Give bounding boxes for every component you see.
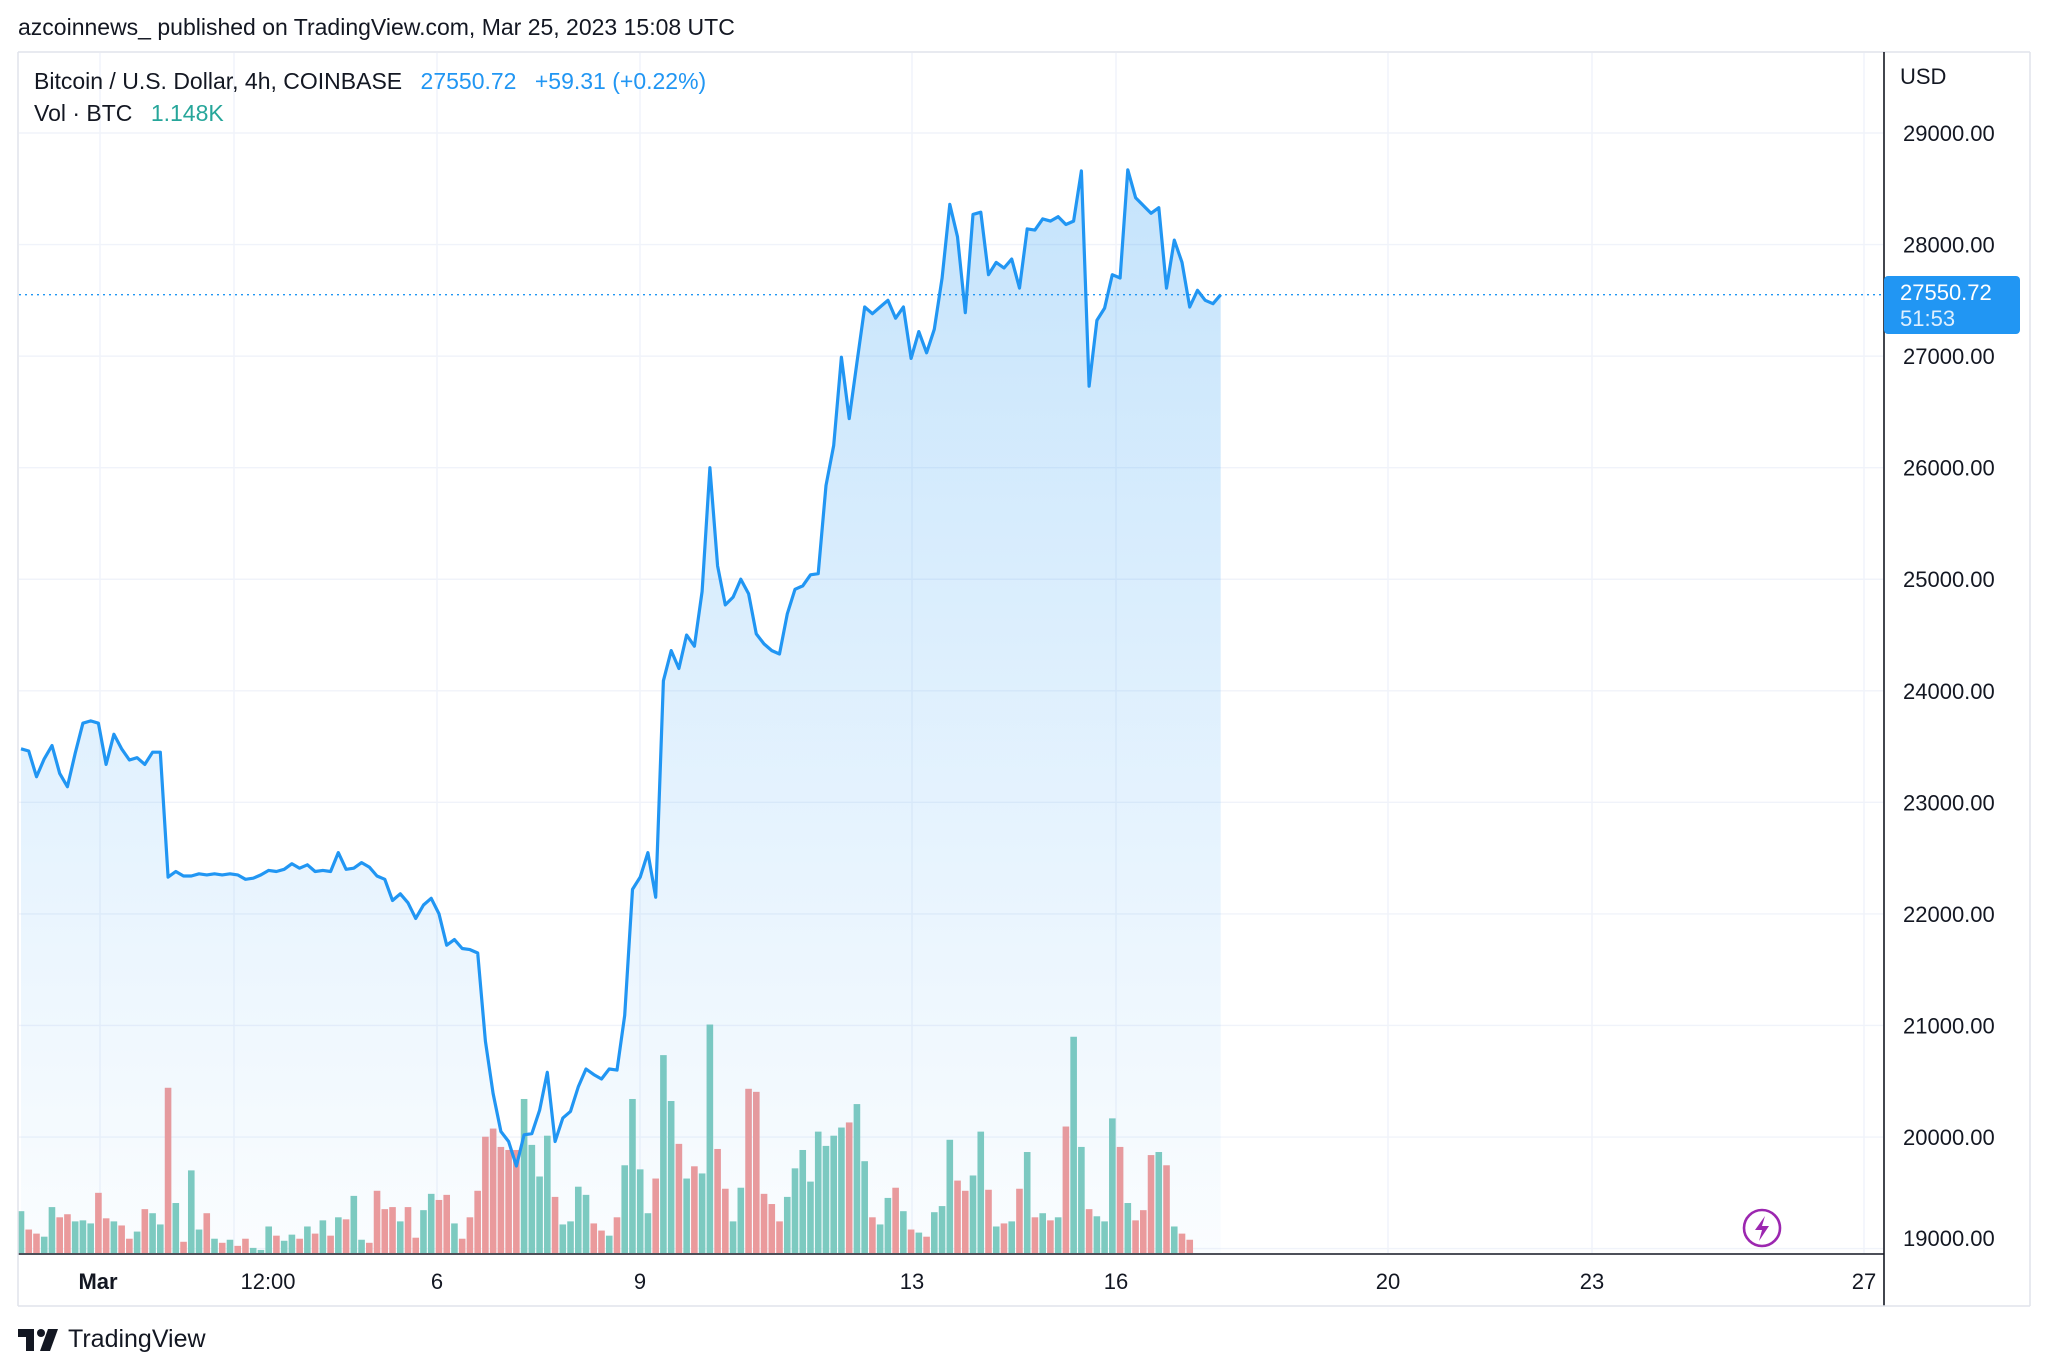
price-area-fill [21,169,1221,1253]
price-tick-label: 24000.00 [1903,679,1995,704]
legend-last-price: 27550.72 [421,68,517,94]
price-tick-label: 27000.00 [1903,344,1995,369]
time-tick-label: 23 [1580,1269,1604,1294]
price-tick-label: 20000.00 [1903,1125,1995,1150]
legend-line-1: Bitcoin / U.S. Dollar, 4h, COINBASE 2755… [34,68,706,94]
time-tick-label: 9 [634,1269,646,1294]
legend-volume-label: Vol · BTC [34,100,132,126]
time-tick-label: 16 [1104,1269,1128,1294]
time-tick-label: 12:00 [240,1269,295,1294]
tradingview-logo-icon [18,1328,58,1351]
price-line [20,168,1222,1168]
currency-label: USD [1900,64,1946,89]
badge-countdown: 51:53 [1900,306,1955,331]
publisher-header: azcoinnews_ published on TradingView.com… [18,14,735,40]
price-axis-ticks: 29000.00 28000.00 27000.00 26000.00 25000.00… [1903,121,1995,1251]
time-axis-ticks: Mar 12:00 6 9 13 16 20 23 27 [78,1269,1876,1294]
price-tick-label: 28000.00 [1903,233,1995,258]
price-tick-label: 23000.00 [1903,790,1995,815]
time-tick-label: 27 [1852,1269,1876,1294]
legend-line-2: Vol · BTC 1.148K [34,100,224,126]
price-tick-label: 25000.00 [1903,567,1995,592]
badge-background [1884,276,2020,334]
price-tick-label: 26000.00 [1903,456,1995,481]
footer-brand: TradingView [18,1325,206,1354]
price-tick-label: 21000.00 [1903,1013,1995,1038]
last-price-badge: 27550.72 51:53 [1884,276,2020,334]
time-tick-label: 13 [900,1269,924,1294]
price-tick-label: 22000.00 [1903,902,1995,927]
legend-volume-value: 1.148K [151,100,225,126]
price-tick-label: 29000.00 [1903,121,1995,146]
time-tick-label: Mar [78,1269,118,1294]
tradingview-brand: TradingView [68,1325,206,1353]
lightning-icon[interactable] [1742,1208,1782,1248]
legend-symbol: Bitcoin / U.S. Dollar, 4h, COINBASE [34,68,402,94]
time-tick-label: 20 [1376,1269,1400,1294]
badge-price: 27550.72 [1900,280,1992,305]
time-tick-label: 6 [431,1269,443,1294]
price-tick-label: 19000.00 [1903,1226,1995,1251]
legend-change: +59.31 (+0.22%) [535,68,706,94]
